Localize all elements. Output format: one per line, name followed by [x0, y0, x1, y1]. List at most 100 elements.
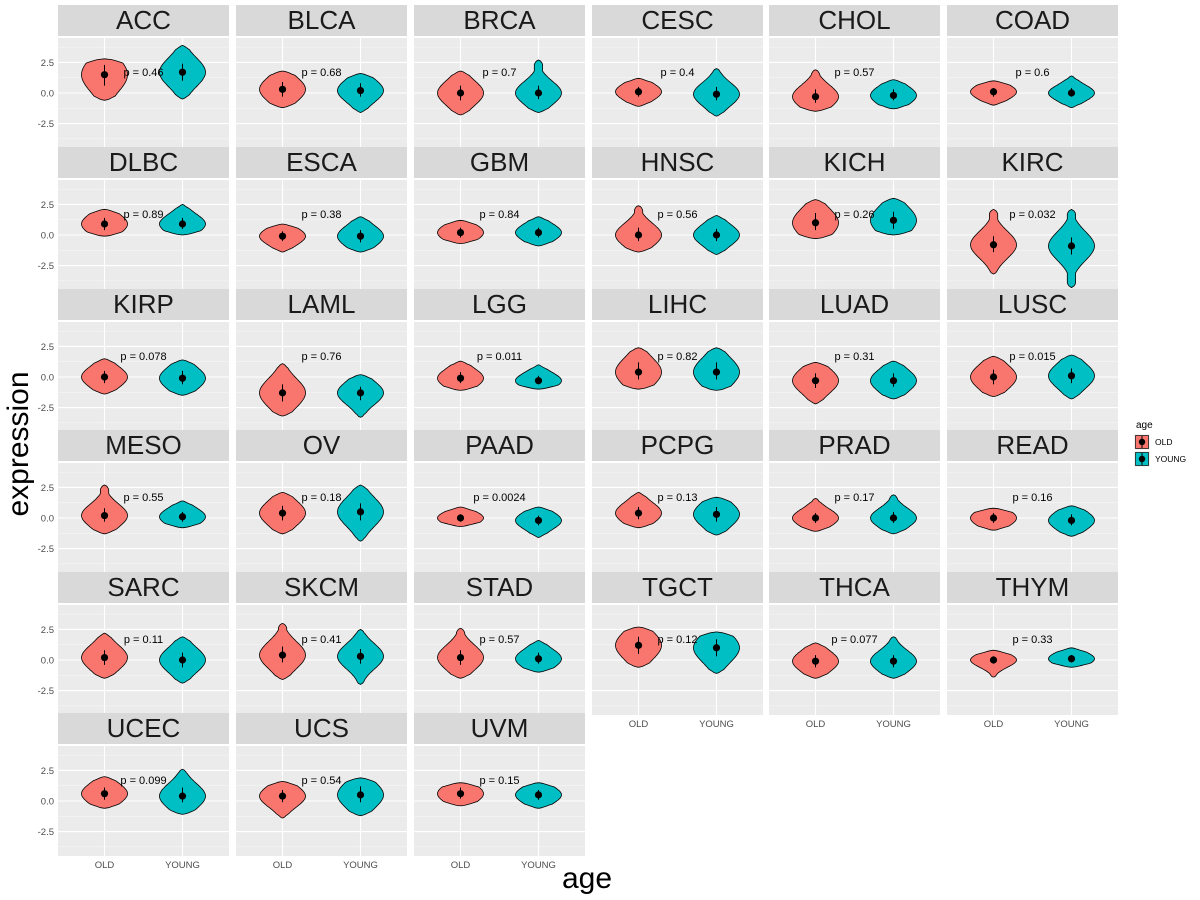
facet-panel: LAML p = 0.76: [236, 289, 407, 432]
facet-strip: [236, 572, 407, 603]
facet-strip: [414, 147, 585, 178]
facet-panel: SARC -2.5 0.0 2.5 p = 0.11: [38, 572, 229, 715]
p-value-label: p = 0.55: [123, 492, 163, 504]
panels-layer: ACC -2.5 0.0 2.5 p = 0.46 BLCA p = 0.68 BRCA p =…: [38, 5, 1118, 871]
summary-point: [456, 790, 465, 798]
x-axis-title: age: [562, 862, 612, 895]
p-value-label: p = 0.31: [834, 351, 874, 363]
x-tick-label: OLD: [984, 719, 1004, 730]
summary-point: [178, 220, 187, 228]
summary-point: [889, 377, 898, 385]
summary-point: [712, 510, 721, 518]
summary-point: [100, 653, 109, 662]
facet-panel: PCPG p = 0.13: [592, 430, 763, 573]
summary-point: [889, 91, 898, 100]
summary-point: [178, 68, 187, 76]
facet-strip: [947, 289, 1118, 320]
summary-point: [989, 241, 998, 249]
p-value-label: p = 0.84: [479, 209, 519, 221]
summary-point: [100, 71, 109, 79]
facet-panel: PAAD p = 0.0024: [414, 430, 585, 573]
facet-strip: [414, 5, 585, 36]
p-value-label: p = 0.6: [1016, 67, 1050, 79]
y-tick-label: -2.5: [38, 686, 54, 697]
facet-strip: [947, 5, 1118, 36]
facet-strip: [414, 430, 585, 461]
facet-panel: PRAD p = 0.17: [769, 430, 940, 573]
facet-strip: [58, 572, 229, 603]
x-tick-label: YOUNG: [521, 860, 556, 871]
y-tick-label: 2.5: [41, 200, 54, 211]
facet-strip-label: BRCA: [463, 5, 536, 35]
facet-strip-label: KIRP: [113, 289, 174, 319]
facet-strip: [58, 5, 229, 36]
summary-point: [889, 514, 898, 522]
y-tick-label: 0.0: [41, 89, 54, 100]
y-tick-label: 0.0: [41, 514, 54, 525]
facet-strip: [592, 147, 763, 178]
facet-strip-label: THCA: [819, 572, 890, 602]
summary-point: [634, 509, 643, 517]
facet-strip-label: MESO: [105, 430, 182, 460]
facet-panel: LGG p = 0.011: [414, 289, 585, 432]
p-value-label: p = 0.57: [479, 634, 519, 646]
facet-strip-label: PAAD: [465, 430, 534, 460]
y-tick-label: 2.5: [41, 483, 54, 494]
p-value-label: p = 0.41: [301, 634, 341, 646]
y-tick-label: -2.5: [38, 119, 54, 130]
facet-strip-label: LAML: [288, 289, 356, 319]
legend-entry: YOUNG: [1134, 451, 1186, 467]
p-value-label: p = 0.33: [1012, 634, 1052, 646]
summary-point: [278, 389, 287, 397]
facet-strip: [769, 147, 940, 178]
p-value-label: p = 0.57: [834, 67, 874, 79]
p-value-label: p = 0.46: [123, 67, 163, 79]
p-value-label: p = 0.82: [657, 351, 697, 363]
facet-strip: [58, 147, 229, 178]
facet-panel: UCEC -2.5 0.0 2.5 OLD YOUNG p = 0.099: [38, 713, 229, 871]
facet-panel: UVM OLD YOUNG p = 0.15: [414, 713, 585, 871]
facet-strip-label: STAD: [466, 572, 533, 602]
facet-panel: HNSC p = 0.56: [592, 147, 763, 290]
legend-entry: OLD: [1134, 434, 1172, 450]
summary-point: [356, 86, 365, 95]
summary-point: [278, 792, 287, 800]
legend-label: OLD: [1155, 437, 1172, 447]
legend-point: [1138, 438, 1146, 446]
facet-strip-label: COAD: [995, 5, 1070, 35]
facet-panel: BLCA p = 0.68: [236, 5, 407, 148]
facet-panel: UCS OLD YOUNG p = 0.54: [236, 713, 407, 871]
facet-strip: [947, 147, 1118, 178]
facet-strip: [769, 5, 940, 36]
y-tick-label: 0.0: [41, 656, 54, 667]
facet-strip-label: PCPG: [641, 430, 715, 460]
x-tick-label: OLD: [451, 860, 471, 871]
facet-strip-label: UVM: [471, 713, 529, 743]
summary-point: [534, 516, 543, 525]
facet-strip-label: OV: [303, 430, 341, 460]
summary-point: [178, 656, 187, 664]
summary-point: [456, 374, 465, 382]
summary-point: [456, 228, 465, 237]
facet-strip: [236, 289, 407, 320]
p-value-label: p = 0.54: [301, 775, 341, 787]
y-tick-label: 2.5: [41, 766, 54, 777]
summary-point: [534, 89, 543, 97]
summary-point: [1067, 89, 1076, 97]
facet-panel: KIRP -2.5 0.0 2.5 p = 0.078: [38, 289, 229, 432]
summary-point: [811, 93, 820, 101]
p-value-label: p = 0.032: [1009, 209, 1055, 221]
x-tick-label: YOUNG: [165, 860, 200, 871]
facet-strip: [58, 289, 229, 320]
x-tick-label: YOUNG: [1054, 719, 1089, 730]
p-value-label: p = 0.11: [124, 634, 163, 646]
p-value-label: p = 0.15: [479, 775, 519, 787]
facet-strip: [592, 572, 763, 603]
summary-point: [278, 232, 287, 240]
facet-panel: CESC p = 0.4: [592, 5, 763, 148]
facet-strip-label: LGG: [472, 289, 527, 319]
summary-point: [989, 514, 998, 522]
facet-strip: [947, 430, 1118, 461]
summary-point: [811, 377, 820, 385]
